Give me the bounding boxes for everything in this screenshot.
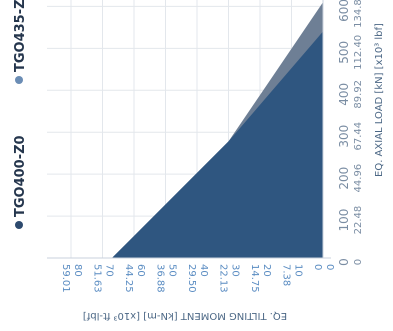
tick-label-moment-imperial: 51.63 xyxy=(92,264,103,293)
tick-label-load-metric: 500 xyxy=(337,41,351,64)
tick-label-moment-metric: 0 xyxy=(324,264,335,270)
tick-label-load-metric: 600 xyxy=(337,0,351,22)
tick-label-moment-metric: 20 xyxy=(261,264,272,277)
tick-label-load-metric: 200 xyxy=(337,167,351,190)
axis-title-moment: EQ. TILTING MOMENT [kN-m] [x10³ ft-lbf] xyxy=(83,310,287,321)
tick-label-moment-metric: 70 xyxy=(104,264,115,277)
legend-marker xyxy=(15,221,23,229)
tick-label-load-imperial: 67.44 xyxy=(353,122,364,151)
tick-label-load-imperial: 0 xyxy=(353,259,364,265)
tick-label-moment-imperial: 29.50 xyxy=(186,264,197,293)
tick-label-load-imperial: 44.96 xyxy=(353,164,364,193)
tick-label-load-imperial: 112.40 xyxy=(353,35,364,70)
tick-label-load-metric: 0 xyxy=(337,258,351,266)
legend-label: TGO435-Z0 xyxy=(13,0,28,72)
tick-label-moment-metric: 40 xyxy=(198,264,209,277)
tick-label-moment-imperial: 44.25 xyxy=(123,264,134,293)
legend-label: TGO400-Z0 xyxy=(13,135,28,217)
tick-label-moment-metric: 30 xyxy=(230,264,241,277)
area-series-tgo400 xyxy=(111,31,323,259)
tick-label-moment-metric: 50 xyxy=(167,264,178,277)
tick-label-moment-metric: 80 xyxy=(72,264,83,277)
tick-label-moment-imperial: 7.38 xyxy=(281,264,292,286)
tick-label-load-imperial: 134.88 xyxy=(353,0,364,28)
tick-label-load-imperial: 89.92 xyxy=(353,80,364,109)
tick-label-moment-metric: 10 xyxy=(293,264,304,277)
tick-label-load-metric: 100 xyxy=(337,209,351,232)
tick-label-moment-imperial: 59.01 xyxy=(60,264,71,293)
tick-label-moment-imperial: 22.13 xyxy=(218,264,229,293)
legend: TGO435-Z0 TGO400-Z0 xyxy=(13,0,28,229)
legend-marker xyxy=(15,76,23,84)
axis-title-load: EQ. AXIAL LOAD [kN] [x10³ lbf] xyxy=(374,23,385,177)
tick-label-moment-imperial: 14.75 xyxy=(249,264,260,293)
tick-label-load-metric: 300 xyxy=(337,125,351,148)
tick-label-moment-imperial: 0 xyxy=(312,264,323,270)
tick-label-load-metric: 400 xyxy=(337,83,351,106)
tick-label-load-imperial: 22.48 xyxy=(353,206,364,235)
tick-label-moment-metric: 60 xyxy=(135,264,146,277)
tick-label-moment-imperial: 36.88 xyxy=(155,264,166,293)
